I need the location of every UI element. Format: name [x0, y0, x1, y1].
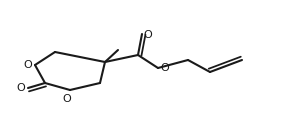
Text: O: O — [63, 94, 71, 104]
Text: O: O — [24, 60, 32, 70]
Text: O: O — [161, 63, 169, 73]
Text: O: O — [144, 30, 152, 40]
Text: O: O — [17, 83, 25, 93]
